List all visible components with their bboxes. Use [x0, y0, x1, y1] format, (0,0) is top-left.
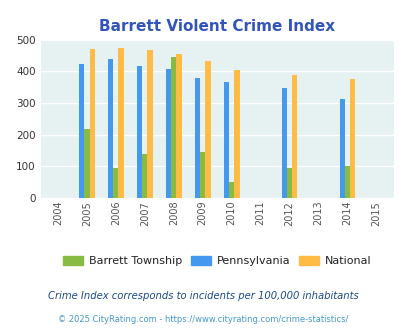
Bar [228, 182, 234, 198]
Bar [223, 82, 228, 198]
Bar [108, 59, 113, 198]
Bar [234, 70, 239, 198]
Bar [84, 129, 90, 198]
Bar [194, 78, 200, 198]
Text: © 2025 CityRating.com - https://www.cityrating.com/crime-statistics/: © 2025 CityRating.com - https://www.city… [58, 315, 347, 324]
Bar [90, 50, 94, 198]
Bar [166, 69, 171, 198]
Bar [136, 66, 142, 198]
Bar [292, 75, 297, 198]
Bar [147, 50, 152, 198]
Bar [339, 99, 344, 198]
Bar [176, 54, 181, 198]
Bar [171, 57, 176, 198]
Bar [344, 166, 349, 198]
Bar [281, 88, 286, 198]
Bar [205, 61, 210, 198]
Bar [79, 64, 84, 198]
Bar [286, 168, 292, 198]
Bar [349, 79, 354, 198]
Text: Crime Index corresponds to incidents per 100,000 inhabitants: Crime Index corresponds to incidents per… [47, 291, 358, 301]
Bar [113, 168, 118, 198]
Bar [118, 48, 124, 198]
Title: Barrett Violent Crime Index: Barrett Violent Crime Index [99, 19, 335, 34]
Bar [142, 154, 147, 198]
Legend: Barrett Township, Pennsylvania, National: Barrett Township, Pennsylvania, National [59, 251, 375, 271]
Bar [200, 152, 205, 198]
